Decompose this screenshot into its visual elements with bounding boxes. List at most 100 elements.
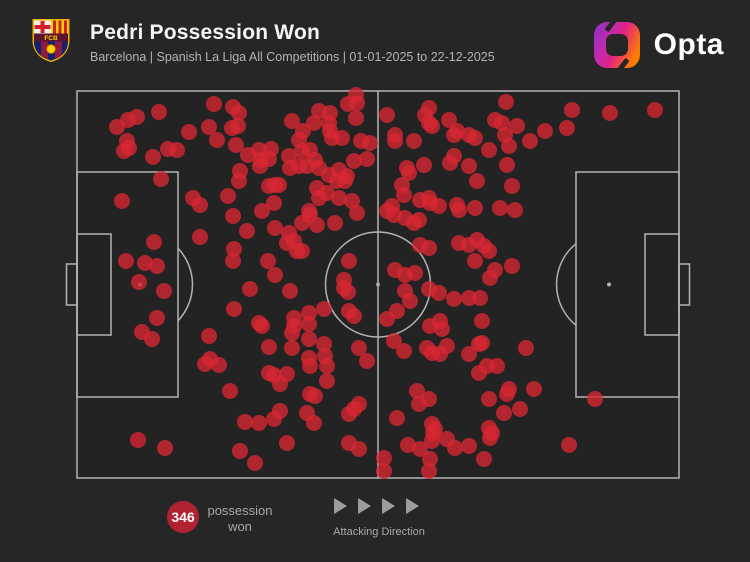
possession-won-dot <box>230 118 246 134</box>
possession-won-dot <box>421 391 437 407</box>
possession-won-dot <box>169 142 185 158</box>
possession-won-dot <box>409 383 425 399</box>
header: FCB Pedri Possession Won Barcelona | Spa… <box>0 0 750 80</box>
possession-won-dot <box>281 148 297 164</box>
possession-won-dot <box>494 115 510 131</box>
possession-won-dot <box>522 133 538 149</box>
page-title: Pedri Possession Won <box>90 21 321 44</box>
possession-won-dot <box>129 109 145 125</box>
possession-won-dot <box>251 415 267 431</box>
possession-won-dot <box>647 102 663 118</box>
possession-won-dot <box>121 140 137 156</box>
possession-won-dot <box>482 270 498 286</box>
possession-won-dot <box>376 450 392 466</box>
possession-won-dot <box>226 241 242 257</box>
possession-won-dot <box>192 229 208 245</box>
possession-won-dot <box>602 105 618 121</box>
possession-won-dot <box>421 240 437 256</box>
possession-won-dot <box>439 338 455 354</box>
possession-won-dot <box>272 403 288 419</box>
possession-won-dot <box>461 438 477 454</box>
possession-won-dot <box>401 165 417 181</box>
possession-won-dot <box>220 188 236 204</box>
possession-won-dot <box>252 158 268 174</box>
possession-won-dot <box>225 208 241 224</box>
possession-won-dot <box>359 151 375 167</box>
possession-won-dot <box>446 127 462 143</box>
possession-won-dot <box>362 135 378 151</box>
attacking-direction-label: Attacking Direction <box>333 526 425 538</box>
possession-won-dot <box>181 124 197 140</box>
svg-text:FCB: FCB <box>44 35 58 42</box>
possession-won-dot <box>334 130 350 146</box>
possession-won-dot <box>261 339 277 355</box>
possession-won-dot <box>441 112 457 128</box>
possession-won-dot <box>149 310 165 326</box>
possession-won-dot <box>232 443 248 459</box>
possession-won-dot <box>504 258 520 274</box>
possession-won-dot <box>349 205 365 221</box>
possession-won-dot <box>481 142 497 158</box>
possession-won-dot <box>351 340 367 356</box>
possession-won-dot <box>447 440 463 456</box>
possession-won-dot <box>254 203 270 219</box>
possession-won-dot <box>267 220 283 236</box>
possession-won-dot <box>512 401 528 417</box>
possession-won-dot <box>489 358 505 374</box>
possession-won-dot <box>471 365 487 381</box>
possession-won-dot <box>492 200 508 216</box>
possession-won-dot <box>442 155 458 171</box>
possession-won-dot <box>156 283 172 299</box>
possession-won-dot <box>561 437 577 453</box>
possession-won-dot <box>149 258 165 274</box>
possession-won-dot <box>206 96 222 112</box>
legend: 346 possession won Attacking Direction <box>0 488 750 548</box>
possession-won-dot <box>157 440 173 456</box>
possession-won-dot <box>389 303 405 319</box>
attacking-direction-arrows <box>334 498 419 514</box>
possession-won-dot <box>461 158 477 174</box>
possession-won-dot <box>114 193 130 209</box>
possession-won-dot <box>472 290 488 306</box>
possession-won-dot <box>311 190 327 206</box>
possession-won-dot <box>302 358 318 374</box>
possession-won-dot <box>341 253 357 269</box>
possession-won-dot <box>201 328 217 344</box>
possession-won-dot <box>284 113 300 129</box>
possession-won-dot <box>346 308 362 324</box>
possession-won-dot <box>446 291 462 307</box>
possession-won-dot <box>153 171 169 187</box>
possession-won-dot <box>451 202 467 218</box>
possession-won-dot <box>518 340 534 356</box>
possession-won-dot <box>211 357 227 373</box>
possession-won-dot <box>482 430 498 446</box>
possession-won-dot <box>351 441 367 457</box>
arrow-right-icon <box>358 498 371 514</box>
possession-won-dot <box>481 391 497 407</box>
possession-won-dot <box>316 301 332 317</box>
possession-won-dot <box>504 178 520 194</box>
possession-won-dot <box>386 333 402 349</box>
possession-won-dot <box>400 437 416 453</box>
possession-won-dot <box>267 267 283 283</box>
possession-won-dot <box>431 285 447 301</box>
possession-won-dot <box>239 223 255 239</box>
possession-won-dot <box>474 313 490 329</box>
possession-won-dot <box>389 410 405 426</box>
possession-won-dot <box>340 284 356 300</box>
possession-won-dot <box>319 373 335 389</box>
possession-won-dot <box>137 255 153 271</box>
possession-won-dot <box>526 381 542 397</box>
possession-won-dot <box>131 274 147 290</box>
possession-won-dot <box>501 138 517 154</box>
possession-won-dot <box>247 455 263 471</box>
possession-won-dot <box>260 253 276 269</box>
possession-won-dot <box>467 200 483 216</box>
possession-won-dot <box>359 353 375 369</box>
possession-won-dot <box>301 316 317 332</box>
possession-won-dot <box>231 173 247 189</box>
possession-won-dot <box>266 195 282 211</box>
possession-won-dot <box>396 187 412 203</box>
possession-won-dot <box>467 253 483 269</box>
possession-won-dot <box>402 293 418 309</box>
